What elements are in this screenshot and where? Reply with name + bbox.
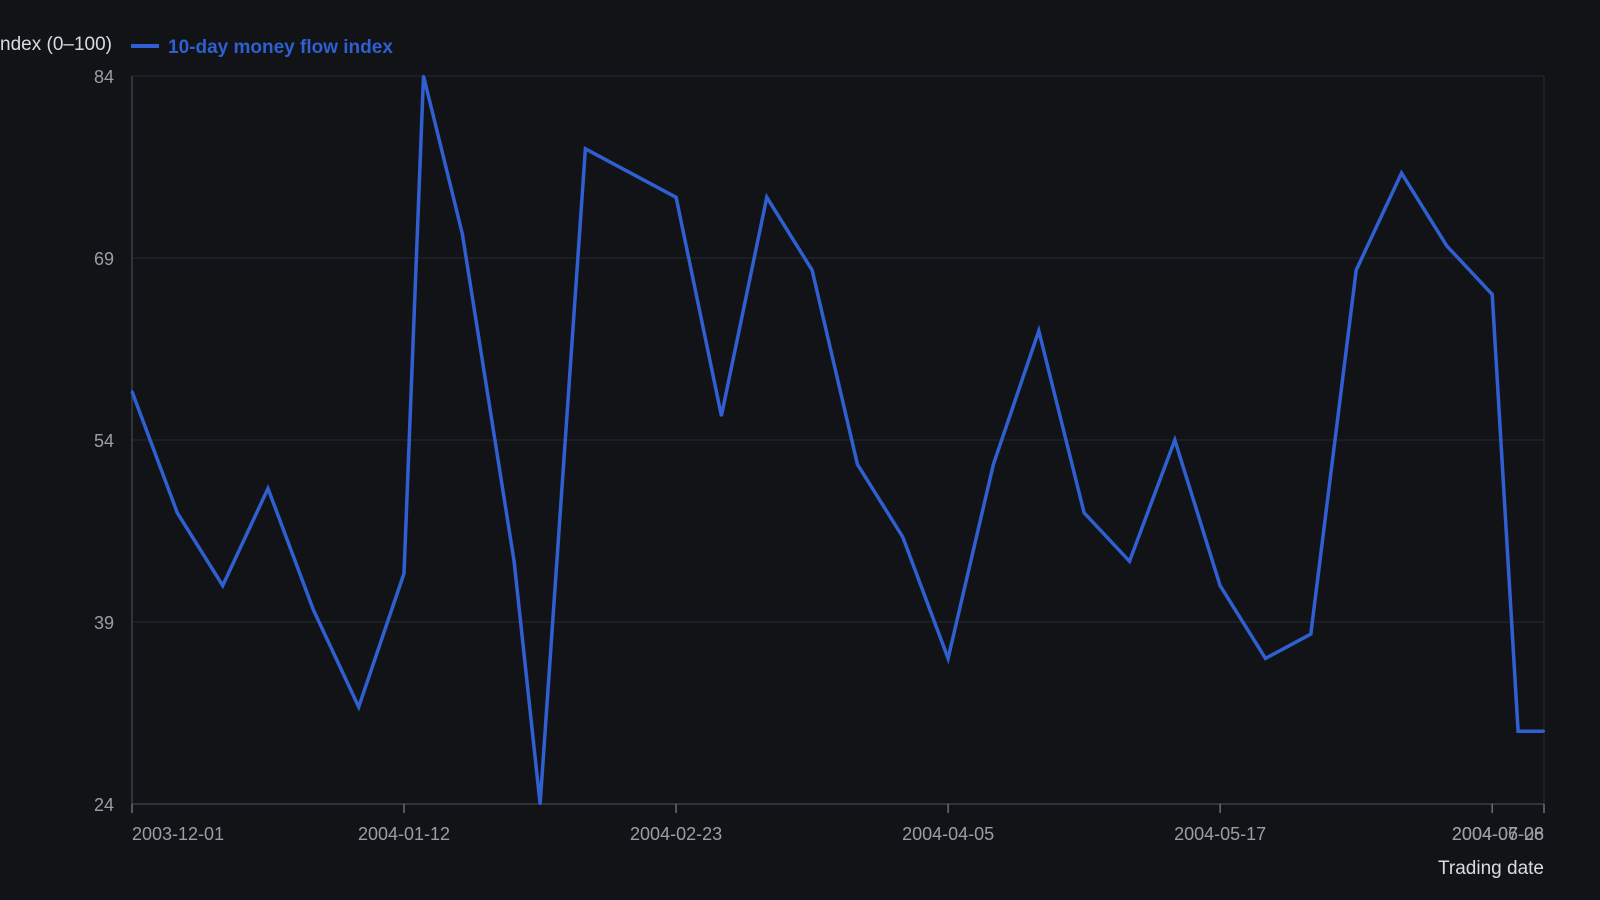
- x-tick-label: 2004-04-05: [902, 824, 994, 844]
- series-lines: [130, 74, 1546, 806]
- x-tick-label: 2004-07-06: [1452, 824, 1544, 844]
- axes: [131, 76, 1545, 813]
- data-point: [1173, 438, 1177, 442]
- data-point: [1400, 171, 1403, 175]
- grid: [132, 75, 1544, 623]
- data-point: [422, 74, 425, 78]
- y-tick-label: 24: [94, 795, 114, 815]
- data-point: [176, 511, 179, 514]
- data-point: [810, 268, 814, 272]
- data-point: [357, 705, 360, 709]
- data-point: [674, 196, 678, 199]
- x-tick-label: 2004-06-28: [1452, 824, 1544, 844]
- y-tick-label: 84: [94, 67, 114, 87]
- tick-labels: 24 39 54 69 84 2003-12-01 2004-01-12 2004-02-23…: [94, 67, 1544, 844]
- data-point: [1445, 244, 1449, 248]
- data-point: [461, 232, 464, 235]
- data-point: [1037, 329, 1041, 332]
- data-point: [584, 147, 587, 150]
- y-tick-label: 69: [94, 249, 114, 269]
- data-point: [992, 463, 995, 466]
- data-point: [720, 414, 723, 417]
- data-point: [1516, 730, 1520, 733]
- x-tick-label: 2004-01-12: [358, 824, 450, 844]
- y-tick-label: 39: [94, 613, 114, 633]
- data-point: [1355, 268, 1358, 272]
- x-tick-label: 2004-05-17: [1174, 824, 1266, 844]
- data-point: [856, 463, 859, 466]
- x-tick-label: 2004-02-23: [630, 824, 722, 844]
- x-tick-label: 2003-12-01: [132, 824, 224, 844]
- data-point: [266, 487, 270, 490]
- data-point: [1309, 632, 1313, 636]
- data-point: [221, 584, 224, 587]
- y-tick-label: 54: [94, 431, 114, 451]
- data-point: [1218, 584, 1222, 587]
- series-line: [130, 75, 1544, 805]
- data-point: [765, 196, 768, 199]
- data-point: [901, 535, 904, 539]
- data-point: [1542, 730, 1546, 733]
- x-axis-label: Trading date: [1438, 858, 1544, 879]
- data-point: [1264, 657, 1267, 660]
- data-point: [130, 390, 134, 393]
- data-point: [1491, 293, 1494, 296]
- data-point: [946, 657, 950, 660]
- legend-label: 10-day money flow index: [168, 37, 393, 58]
- data-point: [629, 171, 632, 175]
- data-point: [402, 572, 406, 575]
- y-axis-label: Money flow index (0–100): [0, 34, 112, 55]
- data-point: [538, 802, 542, 806]
- data-point: [1082, 511, 1086, 514]
- data-point: [1128, 560, 1131, 563]
- data-point: [512, 560, 516, 563]
- legend: 10-day money flow index: [131, 37, 393, 58]
- data-point: [312, 608, 315, 612]
